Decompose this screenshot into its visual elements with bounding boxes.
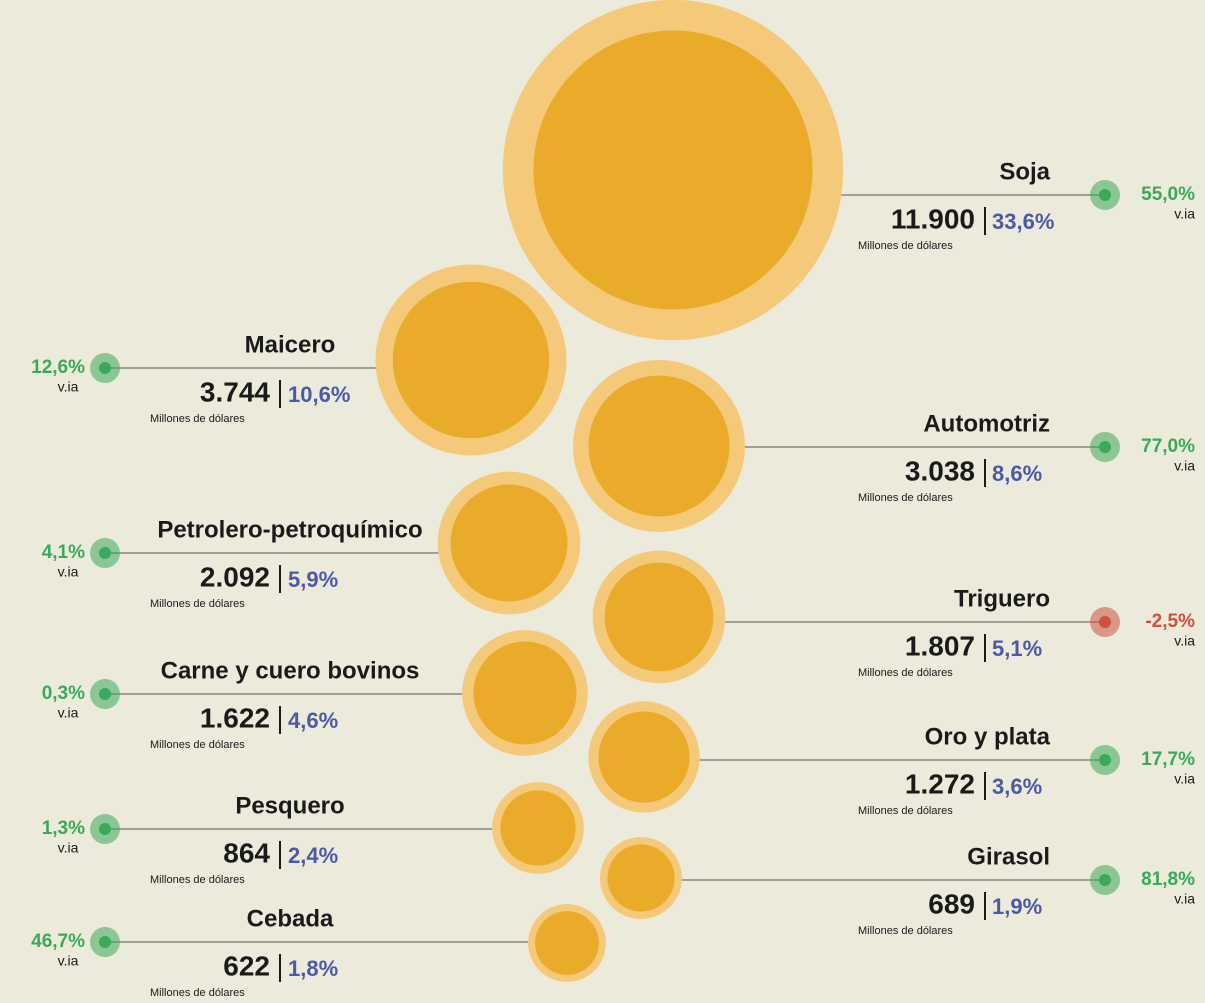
- share-label: 3,6%: [992, 774, 1042, 799]
- value-label: 1.807: [905, 630, 975, 661]
- category-name: Pesquero: [235, 792, 344, 819]
- value-label: 2.092: [200, 561, 270, 592]
- change-dot: [1099, 754, 1111, 766]
- change-label: 81,8%: [1141, 869, 1195, 890]
- change-dot: [99, 936, 111, 948]
- category-name: Oro y plata: [925, 723, 1051, 750]
- category-name: Girasol: [967, 843, 1050, 870]
- change-unit: v.ia: [1174, 206, 1195, 222]
- bubble: [535, 911, 599, 975]
- change-label: 55,0%: [1141, 184, 1195, 205]
- unit-label: Millones de dólares: [858, 667, 953, 679]
- share-label: 1,9%: [992, 894, 1042, 919]
- change-dot: [99, 547, 111, 559]
- unit-label: Millones de dólares: [150, 598, 245, 610]
- bubble: [588, 375, 730, 517]
- unit-label: Millones de dólares: [858, 925, 953, 937]
- value-label: 622: [223, 950, 270, 981]
- change-label: 0,3%: [42, 683, 85, 704]
- unit-label: Millones de dólares: [150, 874, 245, 886]
- change-label: 17,7%: [1141, 749, 1195, 770]
- value-label: 3.038: [905, 455, 975, 486]
- bubble: [604, 562, 714, 672]
- change-unit: v.ia: [1174, 633, 1195, 649]
- change-unit: v.ia: [58, 705, 79, 721]
- share-label: 8,6%: [992, 461, 1042, 486]
- bubble: [500, 790, 576, 866]
- change-dot: [99, 688, 111, 700]
- change-dot: [99, 823, 111, 835]
- bubble: [450, 484, 568, 602]
- change-unit: v.ia: [1174, 891, 1195, 907]
- share-label: 5,9%: [288, 567, 338, 592]
- change-unit: v.ia: [58, 840, 79, 856]
- unit-label: Millones de dólares: [858, 240, 953, 252]
- value-label: 1.622: [200, 702, 270, 733]
- change-dot: [1099, 189, 1111, 201]
- category-name: Carne y cuero bovinos: [161, 657, 420, 684]
- change-dot: [1099, 874, 1111, 886]
- change-unit: v.ia: [1174, 771, 1195, 787]
- unit-label: Millones de dólares: [150, 413, 245, 425]
- category-name: Automotriz: [923, 410, 1050, 437]
- category-name: Petrolero-petroquímico: [157, 516, 422, 543]
- category-name: Soja: [999, 158, 1050, 185]
- share-label: 10,6%: [288, 382, 350, 407]
- value-label: 1.272: [905, 768, 975, 799]
- share-label: 4,6%: [288, 708, 338, 733]
- bubble: [473, 641, 577, 745]
- share-label: 33,6%: [992, 209, 1054, 234]
- change-dot: [1099, 441, 1111, 453]
- share-label: 5,1%: [992, 636, 1042, 661]
- change-unit: v.ia: [58, 953, 79, 969]
- unit-label: Millones de dólares: [858, 805, 953, 817]
- value-label: 864: [223, 837, 270, 868]
- value-label: 11.900: [891, 203, 975, 234]
- value-label: 689: [928, 888, 975, 919]
- bubble: [533, 30, 813, 310]
- change-label: 4,1%: [42, 542, 85, 563]
- unit-label: Millones de dólares: [150, 739, 245, 751]
- change-dot: [1099, 616, 1111, 628]
- bubble: [392, 281, 550, 439]
- bubble: [598, 711, 690, 803]
- change-label: 77,0%: [1141, 436, 1195, 457]
- bubble: [607, 844, 675, 912]
- category-name: Triguero: [954, 585, 1050, 612]
- change-label: -2,5%: [1145, 611, 1195, 632]
- unit-label: Millones de dólares: [858, 492, 953, 504]
- change-unit: v.ia: [58, 379, 79, 395]
- change-dot: [99, 362, 111, 374]
- value-label: 3.744: [200, 376, 270, 407]
- unit-label: Millones de dólares: [150, 987, 245, 999]
- share-label: 2,4%: [288, 843, 338, 868]
- share-label: 1,8%: [288, 956, 338, 981]
- change-unit: v.ia: [1174, 458, 1195, 474]
- change-label: 46,7%: [31, 931, 85, 952]
- category-name: Cebada: [247, 905, 334, 932]
- category-name: Maicero: [245, 331, 336, 358]
- change-label: 1,3%: [42, 818, 85, 839]
- change-label: 12,6%: [31, 357, 85, 378]
- change-unit: v.ia: [58, 564, 79, 580]
